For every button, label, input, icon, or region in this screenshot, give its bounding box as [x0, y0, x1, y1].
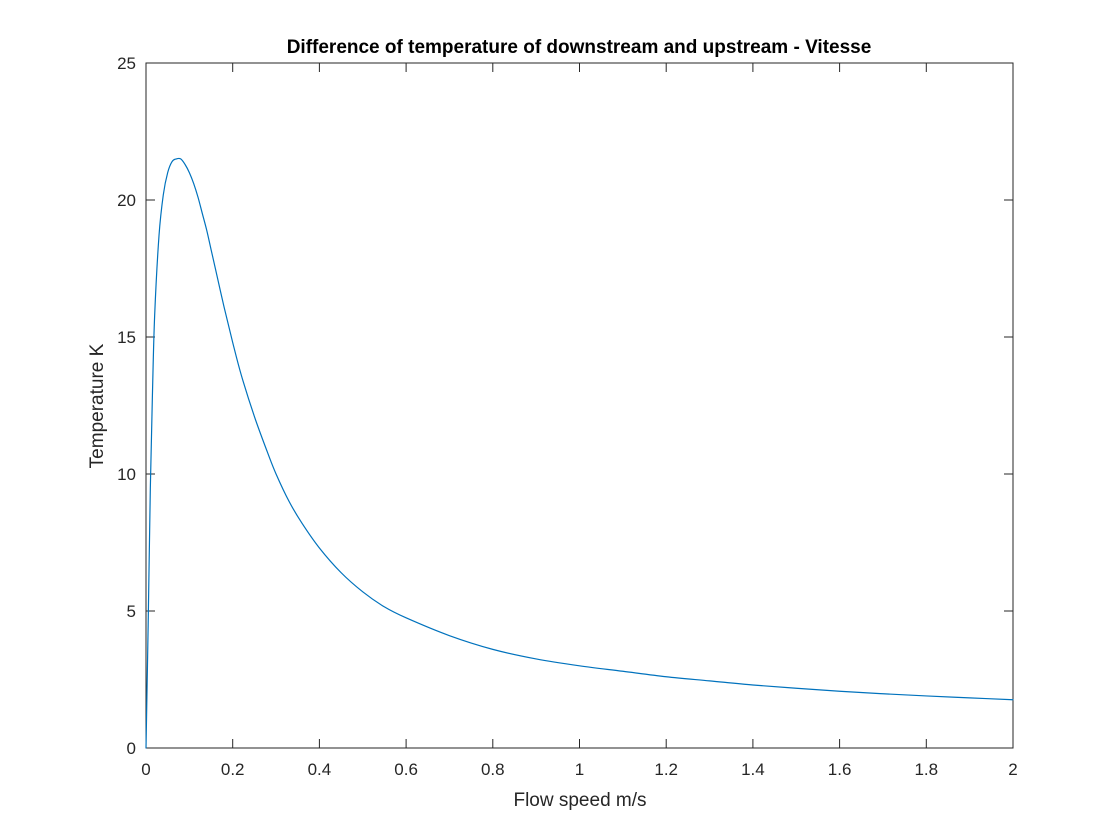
x-tick-label: 0.6 — [394, 760, 418, 779]
x-tick-label: 0.8 — [481, 760, 505, 779]
series-line-0 — [145, 157, 1014, 749]
y-tick-label: 10 — [117, 465, 136, 484]
x-tick-label: 2 — [1008, 760, 1017, 779]
x-tick-label: 0.4 — [308, 760, 332, 779]
x-tick-label: 1.6 — [828, 760, 852, 779]
x-tick-label: 0 — [141, 760, 150, 779]
x-tick-label: 1.4 — [741, 760, 765, 779]
y-tick-label: 20 — [117, 191, 136, 210]
plot-area — [145, 62, 1014, 749]
chart-title: Difference of temperature of downstream … — [287, 37, 872, 58]
y-axis-tick-labels: 0 5 10 15 20 25 — [117, 54, 136, 758]
series-layer — [145, 157, 1014, 749]
y-tick-label: 5 — [127, 602, 136, 621]
y-tick-label: 15 — [117, 328, 136, 347]
x-axis-label: Flow speed m/s — [513, 790, 646, 811]
x-tick-label: 1.2 — [654, 760, 678, 779]
y-tick-label: 0 — [127, 739, 136, 758]
x-tick-label: 1.8 — [914, 760, 938, 779]
x-tick-label: 1 — [575, 760, 584, 779]
x-tick-label: 0.2 — [221, 760, 245, 779]
x-axis-ticks — [145, 63, 1014, 748]
y-axis-label: Temperature K — [87, 343, 108, 468]
y-tick-label: 25 — [117, 54, 136, 73]
x-axis-tick-labels: 0 0.2 0.4 0.6 0.8 1 1.2 1.4 1.6 1.8 2 — [141, 760, 1017, 779]
